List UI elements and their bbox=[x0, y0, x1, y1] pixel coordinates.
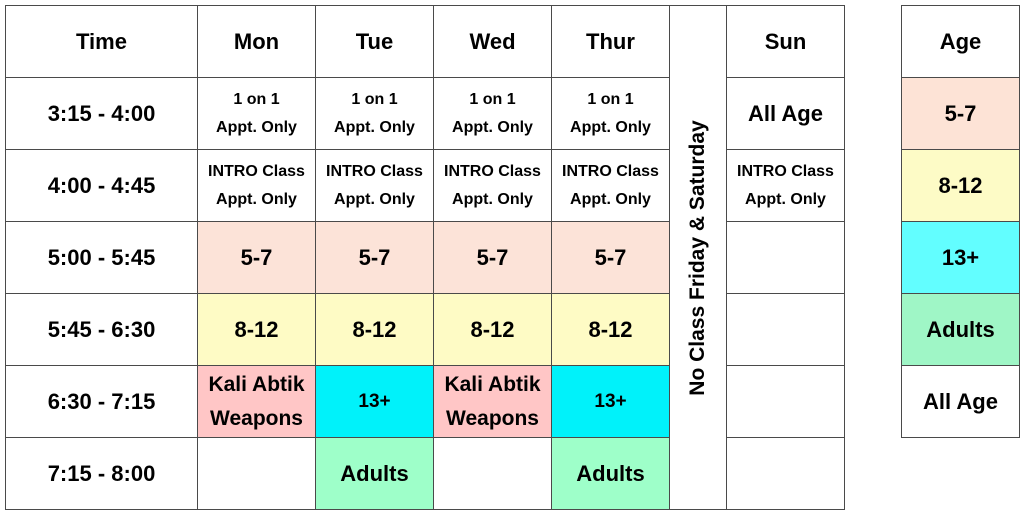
closed-days-note: No Class Friday & Saturday bbox=[686, 119, 709, 396]
age-legend-header: Age bbox=[901, 5, 1020, 78]
class-cell: Adults bbox=[551, 437, 670, 510]
class-cell: 1 on 1 Appt. Only bbox=[315, 77, 434, 150]
class-cell: 8-12 bbox=[551, 293, 670, 366]
class-cell: 5-7 bbox=[551, 221, 670, 294]
age-legend-item: 13+ bbox=[901, 221, 1020, 294]
class-cell bbox=[726, 221, 845, 294]
class-cell: Kali Abtik Weapons bbox=[197, 365, 316, 438]
class-cell bbox=[197, 437, 316, 510]
class-cell: Adults bbox=[315, 437, 434, 510]
table-row: 5:00 - 5:45 5-7 5-7 5-7 5-7 bbox=[5, 221, 845, 294]
header-time: Time bbox=[5, 5, 198, 78]
header-sun: Sun bbox=[726, 5, 845, 78]
class-cell: INTRO Class Appt. Only bbox=[551, 149, 670, 222]
class-cell: 1 on 1 Appt. Only bbox=[433, 77, 552, 150]
class-cell: INTRO Class Appt. Only bbox=[726, 149, 845, 222]
class-cell bbox=[726, 293, 845, 366]
age-legend-item: Adults bbox=[901, 293, 1020, 366]
header-mon: Mon bbox=[197, 5, 316, 78]
class-cell: 5-7 bbox=[433, 221, 552, 294]
header-thur: Thur bbox=[551, 5, 670, 78]
class-cell: INTRO Class Appt. Only bbox=[197, 149, 316, 222]
class-cell: INTRO Class Appt. Only bbox=[315, 149, 434, 222]
age-legend-item: 5-7 bbox=[901, 77, 1020, 150]
class-cell: All Age bbox=[726, 77, 845, 150]
class-cell: 5-7 bbox=[315, 221, 434, 294]
table-row: 6:30 - 7:15 Kali Abtik Weapons 13+ Kali A… bbox=[5, 365, 845, 438]
header-wed: Wed bbox=[433, 5, 552, 78]
time-slot: 7:15 - 8:00 bbox=[5, 437, 198, 510]
time-slot: 5:45 - 6:30 bbox=[5, 293, 198, 366]
class-cell: 8-12 bbox=[197, 293, 316, 366]
header-tue: Tue bbox=[315, 5, 434, 78]
class-schedule-table: Time Mon Tue Wed Thur No Class Friday & … bbox=[5, 5, 845, 510]
time-slot: 6:30 - 7:15 bbox=[5, 365, 198, 438]
age-legend-item: 8-12 bbox=[901, 149, 1020, 222]
table-row: 5:45 - 6:30 8-12 8-12 8-12 8-12 bbox=[5, 293, 845, 366]
class-cell: 13+ bbox=[551, 365, 670, 438]
time-slot: 3:15 - 4:00 bbox=[5, 77, 198, 150]
class-cell bbox=[726, 365, 845, 438]
class-cell: INTRO Class Appt. Only bbox=[433, 149, 552, 222]
table-row: 3:15 - 4:00 1 on 1 Appt. Only 1 on 1 Appt.… bbox=[5, 77, 845, 150]
header-row: Time Mon Tue Wed Thur No Class Friday & … bbox=[5, 5, 845, 510]
table-row: 4:00 - 4:45 INTRO Class Appt. Only INTRO … bbox=[5, 149, 845, 222]
time-slot: 4:00 - 4:45 bbox=[5, 149, 198, 222]
class-cell: 8-12 bbox=[433, 293, 552, 366]
class-cell: 5-7 bbox=[197, 221, 316, 294]
time-slot: 5:00 - 5:45 bbox=[5, 221, 198, 294]
class-cell bbox=[433, 437, 552, 510]
age-legend-table: Age 5-7 8-12 13+ Adults All Age bbox=[901, 5, 1020, 438]
class-cell: 8-12 bbox=[315, 293, 434, 366]
class-cell bbox=[726, 437, 845, 510]
class-cell: 1 on 1 Appt. Only bbox=[551, 77, 670, 150]
table-row: 7:15 - 8:00 Adults Adults bbox=[5, 437, 845, 510]
class-cell: 1 on 1 Appt. Only bbox=[197, 77, 316, 150]
class-cell: 13+ bbox=[315, 365, 434, 438]
age-legend-item: All Age bbox=[901, 365, 1020, 438]
class-cell: Kali Abtik Weapons bbox=[433, 365, 552, 438]
closed-days-column: No Class Friday & Saturday bbox=[669, 5, 727, 510]
